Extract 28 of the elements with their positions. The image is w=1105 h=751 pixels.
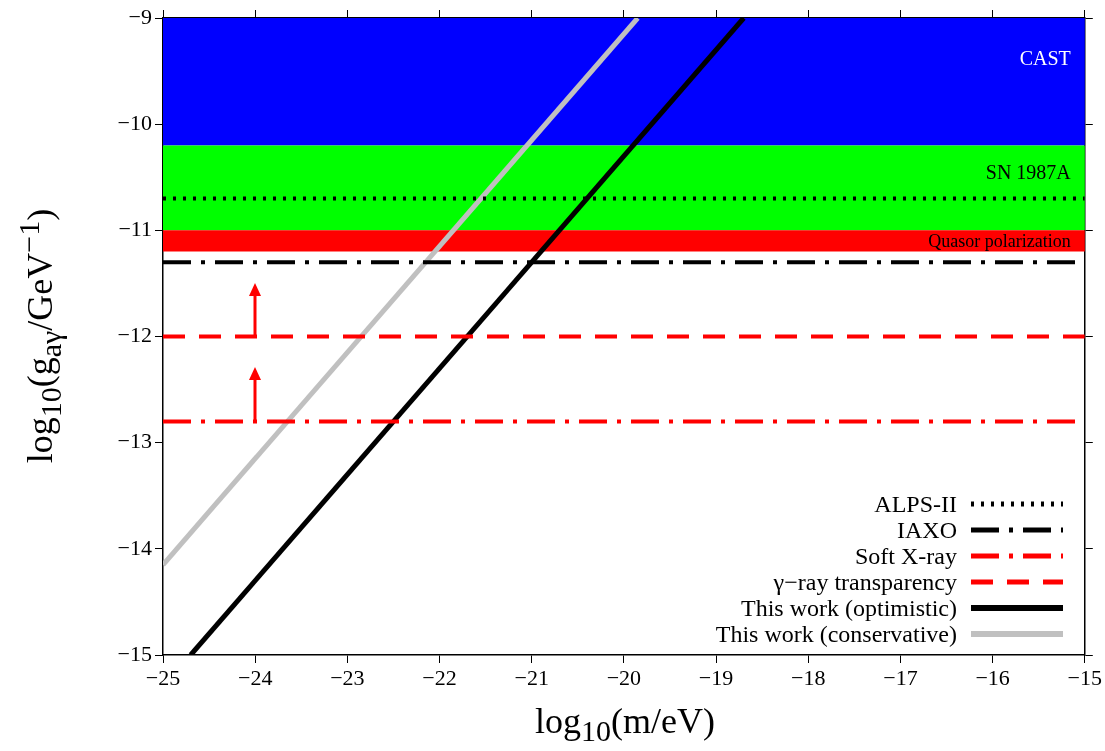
band-label: SN 1987A — [985, 160, 1072, 183]
band-label: Quasor polarization — [928, 230, 1071, 251]
x-tick-label: −17 — [883, 664, 918, 690]
x-tick-label: −25 — [145, 664, 181, 690]
x-tick-label: −22 — [422, 664, 457, 690]
y-tick-label: −9 — [128, 3, 152, 29]
y-tick-label: −13 — [117, 428, 152, 454]
x-tick-label: −23 — [330, 664, 365, 690]
x-tick-label: −20 — [606, 664, 642, 690]
y-tick-label: −11 — [118, 216, 152, 242]
x-tick-label: −16 — [975, 664, 1010, 690]
y-tick-label: −15 — [117, 640, 152, 666]
x-axis-title: log$_{10}$(m/eV) — [534, 700, 716, 749]
x-tick-label: −15 — [1067, 664, 1103, 690]
band-label: CAST — [1019, 47, 1071, 70]
y-tick-label: −10 — [117, 109, 152, 135]
y-tick-label: −12 — [117, 322, 152, 348]
legend-label: IAXO — [897, 517, 957, 543]
legend-label: This work (conservative) — [715, 621, 957, 647]
legend-label: ALPS-II — [874, 491, 957, 517]
y-tick-label: −14 — [117, 534, 152, 560]
legend-label: Soft X-ray — [855, 543, 957, 569]
x-tick-label: −21 — [514, 664, 549, 690]
x-tick-label: −24 — [237, 664, 273, 690]
legend-label: γ−ray transparency — [773, 569, 957, 595]
x-tick-label: −19 — [698, 664, 734, 690]
x-tick-label: −18 — [791, 664, 826, 690]
legend-label: This work (optimistic) — [741, 595, 957, 621]
